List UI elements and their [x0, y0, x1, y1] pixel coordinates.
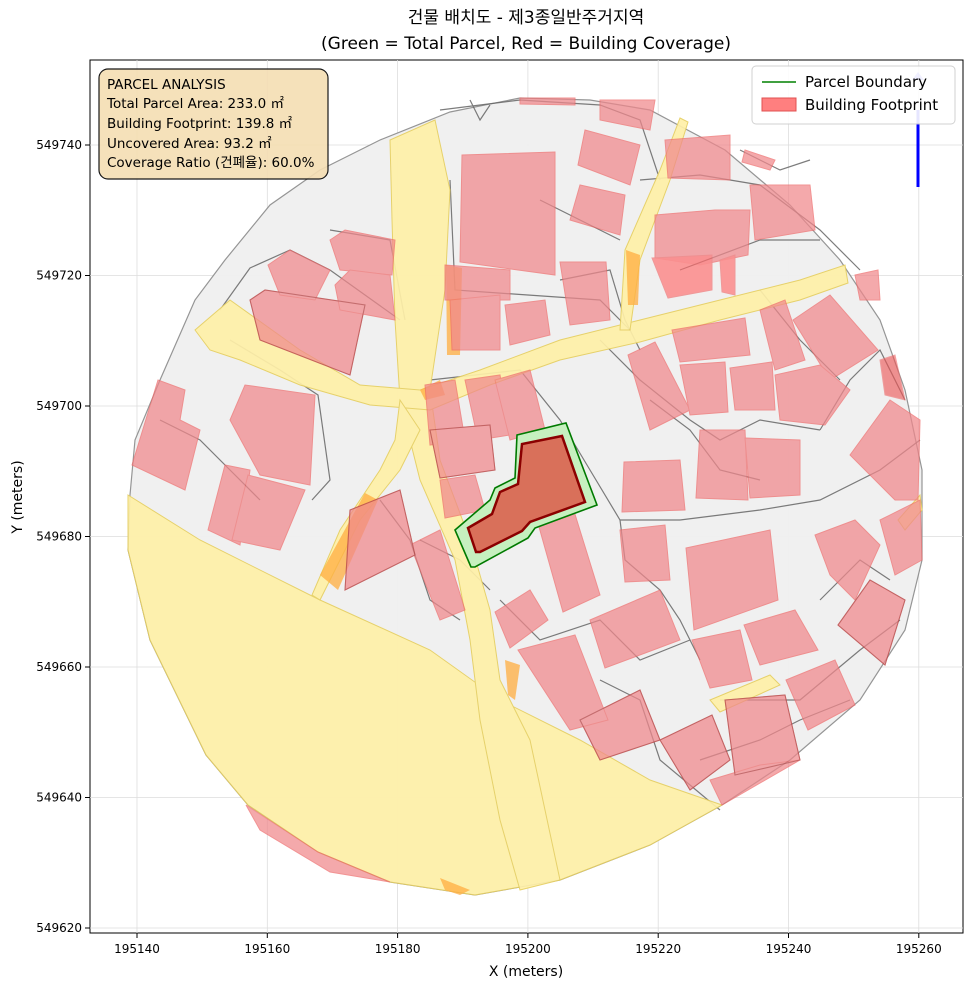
building — [621, 459, 686, 513]
info-box-heading: PARCEL ANALYSIS — [107, 77, 226, 93]
x-tick-label: 195160 — [244, 942, 290, 956]
map-layers — [127, 72, 924, 896]
building — [409, 529, 466, 621]
road-southwest — [127, 494, 724, 896]
building — [444, 264, 511, 301]
building — [879, 499, 923, 576]
info-box: PARCEL ANALYSIS Total Parcel Area: 233.0… — [98, 68, 329, 180]
legend-frame — [751, 65, 956, 125]
building — [577, 129, 641, 186]
legend: Parcel Boundary Building Footprint — [751, 65, 956, 125]
building — [619, 524, 671, 583]
building — [651, 254, 713, 299]
legend-building-swatch — [761, 97, 797, 112]
road-east-west — [194, 264, 849, 411]
building — [685, 529, 779, 631]
building — [671, 317, 751, 363]
building — [131, 379, 201, 491]
building — [744, 437, 801, 499]
x-axis: 195140 195160 195180 195200 195220 195240 1952… — [114, 933, 942, 956]
x-tick-label: 195180 — [375, 942, 421, 956]
building — [329, 229, 396, 276]
y-tick-label: 549740 — [36, 138, 82, 152]
info-uncovered-area: Uncovered Area: 93.2 ㎡ — [107, 136, 272, 152]
y-tick-label: 549620 — [36, 921, 82, 935]
info-coverage-ratio: Coverage Ratio (건폐율): 60.0% — [107, 155, 315, 171]
building — [334, 269, 396, 321]
building — [749, 184, 816, 241]
y-tick-label: 549700 — [36, 399, 82, 413]
building — [504, 299, 551, 346]
building — [589, 589, 681, 669]
x-axis-title: X (meters) — [489, 964, 563, 980]
building — [679, 361, 729, 416]
building — [459, 151, 556, 276]
info-total-area: Total Parcel Area: 233.0 ㎡ — [106, 96, 284, 112]
y-tick-label: 549660 — [36, 660, 82, 674]
legend-building-label: Building Footprint — [805, 96, 938, 114]
building-outlines — [249, 289, 906, 791]
building — [814, 519, 881, 601]
target-building — [466, 434, 587, 554]
building — [691, 629, 753, 689]
building — [854, 269, 881, 301]
building — [729, 361, 776, 411]
building — [429, 424, 496, 479]
info-box-background — [98, 68, 329, 180]
map-title-line2: (Green = Total Parcel, Red = Building Co… — [321, 34, 731, 54]
building — [599, 99, 656, 131]
y-axis-title: Y (meters) — [10, 460, 26, 534]
info-building-footprint: Building Footprint: 139.8 ㎡ — [107, 116, 293, 132]
y-tick-label: 549720 — [36, 269, 82, 283]
building — [879, 354, 906, 401]
x-tick-label: 195200 — [505, 942, 551, 956]
building — [759, 299, 806, 371]
building — [849, 399, 921, 501]
x-tick-label: 195140 — [114, 942, 160, 956]
building — [785, 659, 856, 731]
building — [664, 134, 731, 181]
building — [449, 294, 501, 351]
building — [494, 589, 549, 649]
building — [774, 364, 851, 426]
legend-parcel-label: Parcel Boundary — [805, 73, 927, 91]
building — [267, 249, 331, 301]
building — [229, 384, 316, 486]
y-tick-label: 549640 — [36, 791, 82, 805]
building — [517, 634, 609, 731]
x-tick-label: 195220 — [635, 942, 681, 956]
building — [559, 261, 611, 326]
y-tick-label: 549680 — [36, 530, 82, 544]
building — [245, 804, 391, 883]
building — [569, 184, 626, 236]
x-tick-label: 195260 — [896, 942, 942, 956]
building — [741, 149, 776, 171]
map-title-line1: 건물 배치도 - 제3종일반주거지역 — [408, 8, 644, 28]
building — [231, 474, 306, 551]
building — [792, 294, 879, 381]
building — [743, 609, 819, 666]
building — [695, 429, 749, 501]
y-axis: 549620 549640 549660 549680 549700 549720 5497… — [36, 138, 90, 935]
x-tick-label: 195240 — [766, 942, 812, 956]
building — [719, 254, 736, 296]
building — [519, 97, 576, 106]
